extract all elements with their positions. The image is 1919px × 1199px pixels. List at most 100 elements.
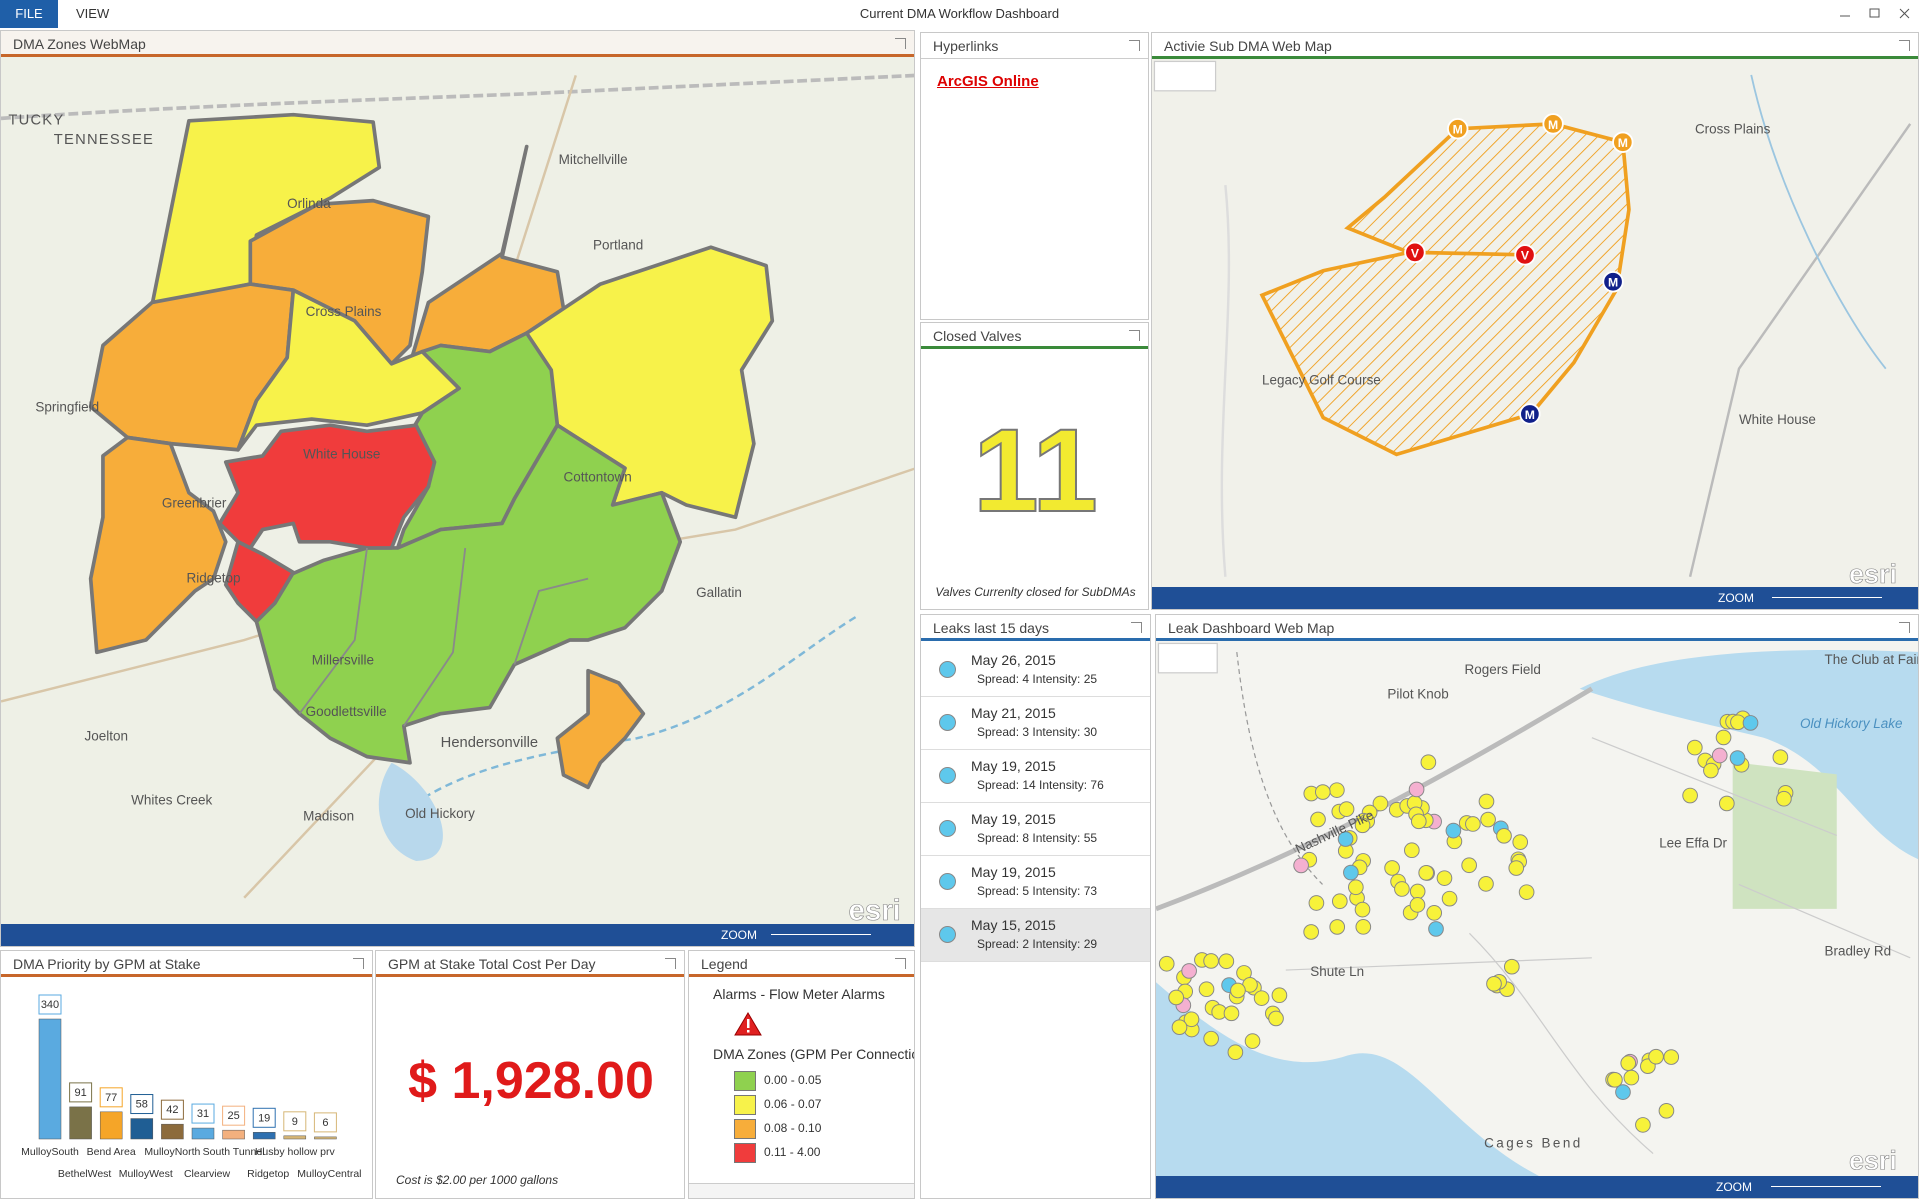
link[interactable]: ArcGIS Online <box>937 73 1039 90</box>
leak-point <box>1478 876 1494 892</box>
leak-item[interactable]: May 21, 2015 Spread: 3 Intensity: 30 <box>921 697 1150 750</box>
legend-group[interactable]: DMA Zones (GPM Per Connectio <box>713 1046 915 1062</box>
leak-dot <box>939 767 956 784</box>
leak-item[interactable]: May 26, 2015 Spread: 4 Intensity: 25 <box>921 644 1150 697</box>
leak-point <box>1715 729 1732 746</box>
x-tick-label: BethelWest <box>58 1168 112 1180</box>
view-menu[interactable]: VIEW <box>76 6 110 21</box>
bar <box>222 1129 245 1140</box>
leak-dot <box>939 820 956 837</box>
valve-count: 11 <box>972 404 1099 538</box>
marker-label: M <box>1618 136 1628 150</box>
leak-point <box>1508 860 1525 876</box>
value-label-box <box>252 1107 276 1128</box>
leak-point <box>1329 919 1346 935</box>
map-label: Cages Bend <box>1484 1135 1583 1150</box>
map-label: Joelton <box>85 729 129 744</box>
leak-point <box>1303 924 1320 940</box>
panel-title: Hyperlinks <box>921 33 1148 59</box>
leak-map[interactable]: Rogers Field Pilot Knob Nashville Pike S… <box>1156 641 1919 1178</box>
leak-point <box>1703 762 1719 779</box>
esri-logo: esri <box>1849 1145 1897 1175</box>
zoom-bar[interactable]: ZOOM <box>1152 587 1918 609</box>
map-label: White House <box>1739 412 1816 427</box>
bar <box>69 1106 92 1140</box>
leak-point <box>1403 842 1420 859</box>
map-label: The Club at Fairvue Plantation <box>1825 652 1919 667</box>
zoom-bar[interactable]: ZOOM <box>1156 1176 1918 1198</box>
leak-point <box>1718 795 1735 812</box>
leak-item[interactable]: May 15, 2015 Spread: 2 Intensity: 29 <box>921 909 1150 962</box>
dma-map[interactable]: TUCKY TENNESSEE Springfield Mitchellvill… <box>1 57 915 926</box>
leak-map-panel: Leak Dashboard Web Map Rogers Field Pilo… <box>1155 614 1919 1199</box>
leak-item[interactable]: May 19, 2015 Spread: 5 Intensity: 73 <box>921 856 1150 909</box>
map-label: Madison <box>303 808 354 823</box>
leak-point <box>1223 1005 1240 1022</box>
legend-label: 0.11 - 4.00 <box>764 1145 821 1159</box>
panel-title: GPM at Stake Total Cost Per Day <box>376 951 684 977</box>
leak-item[interactable]: May 19, 2015 Spread: 8 Intensity: 55 <box>921 803 1150 856</box>
leak-point <box>1198 981 1215 998</box>
map-label: Legacy Golf Course <box>1262 373 1381 388</box>
hyperlinks-panel: Hyperlinks ArcGIS Online <box>920 32 1149 320</box>
leak-point <box>1729 750 1746 766</box>
sub-dma-map[interactable]: M M M V V M M Cross Plains White House Legacy … <box>1152 59 1919 589</box>
map-label: White House <box>303 446 380 461</box>
leak-point <box>1329 782 1345 798</box>
leak-point <box>1168 989 1185 1006</box>
leak-point <box>1512 834 1529 850</box>
x-tick-label: MulloyWest <box>119 1168 173 1180</box>
map-marker <box>1542 113 1564 135</box>
value-label-box <box>99 1087 123 1108</box>
zoom-bar[interactable]: ZOOM <box>1 924 914 946</box>
value-label-box <box>222 1105 246 1126</box>
leak-point <box>1203 1030 1219 1047</box>
leak-date: May 19, 2015 <box>971 758 1056 774</box>
leak-point <box>1384 860 1400 876</box>
map-marker <box>1447 118 1469 140</box>
map-marker <box>1514 244 1536 266</box>
map-marker <box>1404 241 1426 264</box>
value-label: 58 <box>136 1099 148 1111</box>
legend-swatch <box>734 1071 756 1091</box>
bar <box>161 1123 184 1140</box>
leak-date: May 26, 2015 <box>971 652 1056 668</box>
panel-title: Activie Sub DMA Web Map <box>1152 33 1918 59</box>
leak-point <box>1408 781 1425 798</box>
leak-point <box>1420 754 1437 771</box>
leak-item[interactable]: May 19, 2015 Spread: 14 Intensity: 76 <box>921 750 1150 803</box>
x-tick-label: Husby hollow prv <box>255 1146 336 1158</box>
map-label: Orlinda <box>287 196 331 211</box>
value-label: 19 <box>258 1112 270 1124</box>
leak-point <box>1218 953 1235 970</box>
leak-point <box>1623 1069 1640 1086</box>
leak-point <box>1354 817 1371 834</box>
x-tick-label: MulloyNorth <box>144 1146 200 1158</box>
leak-point <box>1244 1033 1261 1049</box>
panel-title: DMA Zones WebMap <box>1 31 914 57</box>
value-label: 91 <box>74 1087 86 1099</box>
map-label: Greenbrier <box>162 495 227 510</box>
leak-point <box>1394 881 1410 897</box>
file-menu[interactable]: FILE <box>0 0 58 28</box>
legend-label: 0.06 - 0.07 <box>764 1097 822 1111</box>
leak-date: May 21, 2015 <box>971 705 1056 721</box>
window-title: Current DMA Workflow Dashboard <box>859 6 1060 21</box>
map-label: Gallatin <box>696 585 742 600</box>
leak-point <box>1428 921 1444 937</box>
window-controls[interactable] <box>1800 4 1915 24</box>
map-label: Lee Effa Dr <box>1659 836 1727 851</box>
esri-logo: esri <box>1849 559 1897 589</box>
leak-point <box>1658 1102 1675 1119</box>
map-label: Millersville <box>312 653 374 668</box>
leak-point <box>1203 953 1219 969</box>
leak-point <box>1635 1117 1651 1133</box>
leak-detail: Spread: 5 Intensity: 73 <box>977 884 1098 898</box>
legend-group[interactable]: Alarms - Flow Meter Alarms <box>713 986 885 1002</box>
map-label: Mitchellville <box>559 152 628 167</box>
leak-point <box>1293 857 1309 874</box>
panel-title: Legend <box>689 951 914 977</box>
esri-logo: esri <box>848 894 900 926</box>
bar <box>191 1127 215 1140</box>
